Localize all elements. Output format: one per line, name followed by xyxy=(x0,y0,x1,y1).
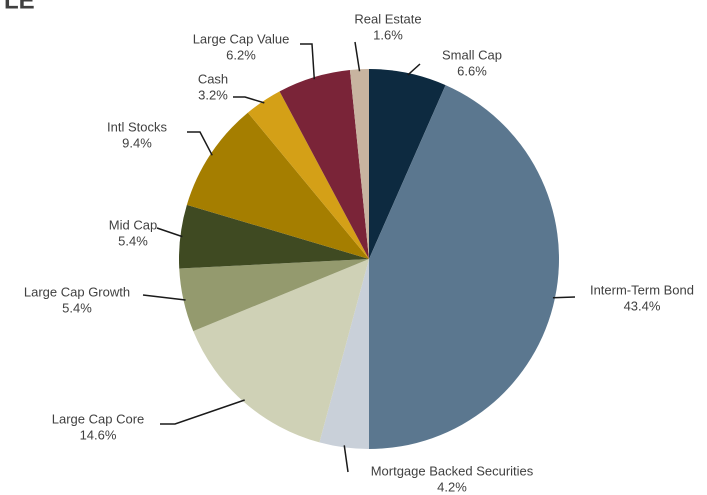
pie-slice xyxy=(369,85,559,450)
slice-value: 9.4% xyxy=(122,135,152,150)
pie-slice xyxy=(349,69,369,259)
slice-label: Interm-Term Bond xyxy=(590,282,694,297)
slice-value: 5.4% xyxy=(62,300,92,315)
slice-value: 3.2% xyxy=(198,87,228,102)
slice-label: Mortgage Backed Securities xyxy=(371,463,534,478)
leader-line xyxy=(187,131,213,156)
pie-slice xyxy=(319,259,369,449)
slice-value: 14.6% xyxy=(80,427,117,442)
leader-line xyxy=(552,296,576,299)
leader-line xyxy=(156,227,183,238)
leader-line xyxy=(300,43,316,80)
pie-slice xyxy=(186,112,369,260)
leader-line xyxy=(354,41,361,72)
leader-line xyxy=(142,294,186,301)
pie-slice xyxy=(193,259,369,443)
pie-slice xyxy=(279,69,369,259)
chart-title: LE xyxy=(4,0,35,14)
slice-label: Cash xyxy=(198,71,228,86)
slice-label: Real Estate xyxy=(354,11,421,26)
slice-label: Large Cap Growth xyxy=(24,284,130,299)
slice-value: 43.4% xyxy=(624,298,661,313)
slice-label: Large Cap Core xyxy=(52,411,145,426)
slice-value: 1.6% xyxy=(373,27,403,42)
slice-value: 4.2% xyxy=(437,479,467,494)
leader-line xyxy=(160,399,245,425)
slice-value: 6.2% xyxy=(226,47,256,62)
slice-label: Intl Stocks xyxy=(107,119,167,134)
leader-line xyxy=(343,445,349,473)
slice-value: 5.4% xyxy=(118,233,148,248)
slice-value: 6.6% xyxy=(457,63,487,78)
pie-slice xyxy=(179,204,369,269)
slice-label: Mid Cap xyxy=(109,217,157,232)
slice-label: Large Cap Value xyxy=(193,31,290,46)
leader-line xyxy=(233,96,265,104)
pie-slice xyxy=(179,259,369,332)
pie-slice xyxy=(369,69,446,259)
slice-label: Small Cap xyxy=(442,47,502,62)
leader-line xyxy=(407,63,421,76)
pie-slice xyxy=(247,91,369,259)
